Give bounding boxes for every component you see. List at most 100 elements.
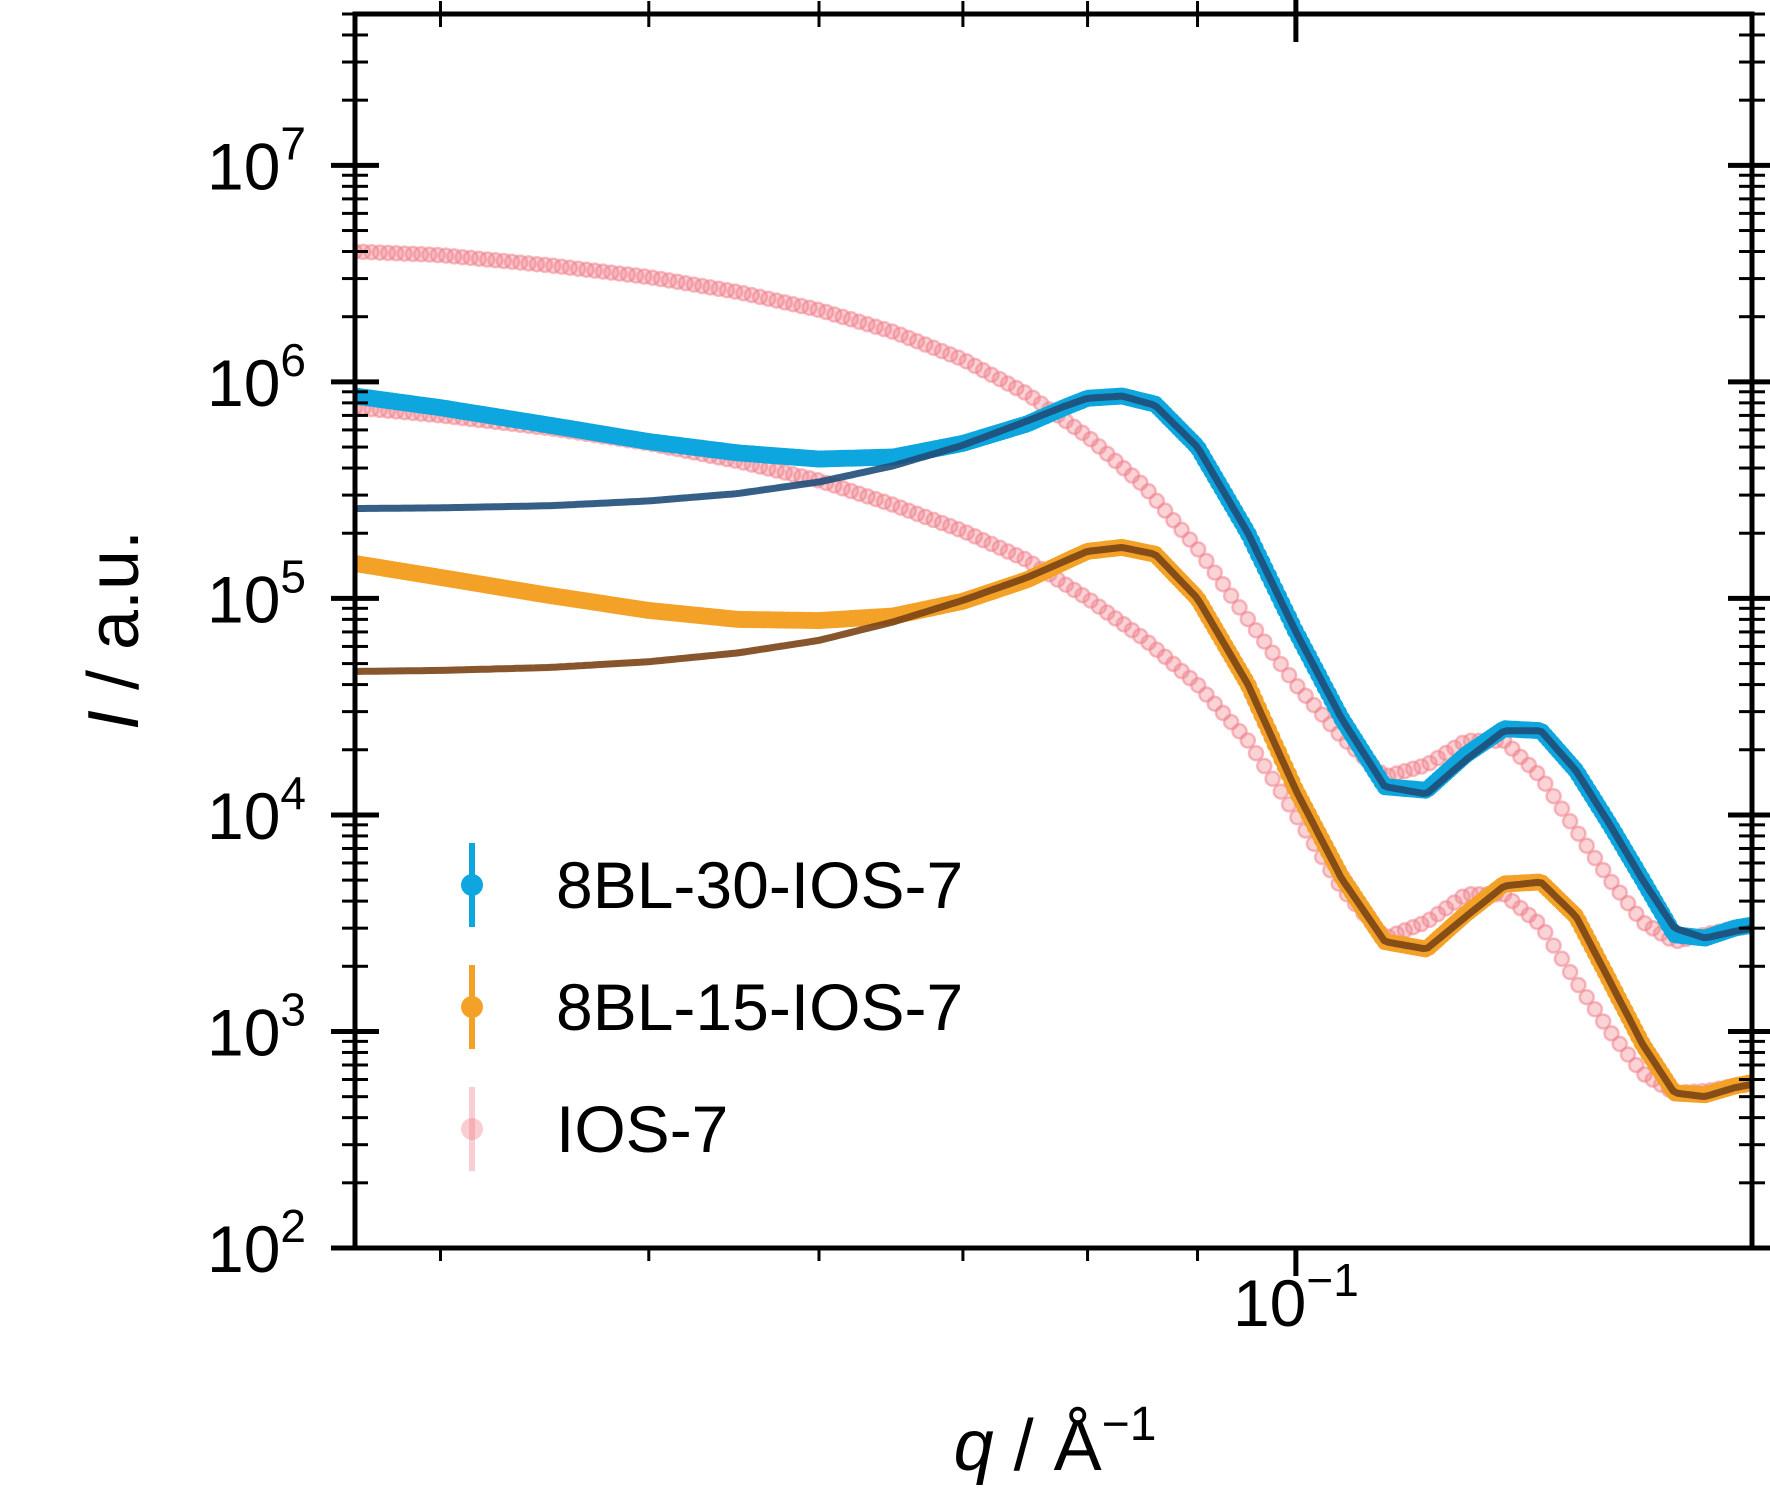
data-point <box>1256 757 1273 775</box>
data-point <box>1561 813 1579 830</box>
legend-label: 8BL-30-IOS-7 <box>556 848 963 922</box>
data-point <box>1636 1066 1653 1083</box>
fit-line <box>355 392 1752 942</box>
data-point <box>1074 586 1091 604</box>
y-axis-title-symbol: I <box>74 710 154 730</box>
data-point <box>892 326 909 343</box>
y-tick-label: 102 <box>207 1200 306 1286</box>
data-point <box>1611 884 1628 901</box>
data-point <box>974 362 992 379</box>
data-point <box>933 342 951 360</box>
legend-label: 8BL-15-IOS-7 <box>556 970 963 1044</box>
data-point <box>1008 379 1025 397</box>
y-axis-title-unit: / a.u. <box>74 530 154 710</box>
legend-label: IOS-7 <box>556 1092 728 1166</box>
data-point <box>1016 384 1033 401</box>
data-point <box>1008 547 1025 564</box>
data-point <box>950 349 967 366</box>
data-point <box>999 375 1017 392</box>
data-point <box>1280 667 1298 684</box>
data-point <box>966 528 984 545</box>
data-point <box>1570 976 1587 994</box>
data-point <box>1603 873 1620 891</box>
data-point <box>1214 575 1232 593</box>
data-point <box>1065 581 1083 599</box>
data-point <box>1586 849 1604 867</box>
data-point <box>1611 1035 1628 1053</box>
data-point <box>917 336 934 353</box>
legend-marker <box>461 1118 483 1140</box>
data-point <box>1528 913 1546 931</box>
data-point <box>950 520 967 538</box>
data-point <box>1537 775 1554 792</box>
data-point <box>1578 837 1595 855</box>
x-axis-title-exponent: −1 <box>1102 1398 1157 1451</box>
legend: 8BL-30-IOS-7 8BL-15-IOS-7 IOS-7 <box>461 843 963 1171</box>
data-point <box>908 332 926 350</box>
data-point <box>1264 644 1281 662</box>
data-point <box>925 339 942 357</box>
data-point <box>1206 564 1223 581</box>
data-point <box>966 357 984 375</box>
data-point <box>1553 800 1571 817</box>
data-point <box>1644 920 1662 937</box>
series-fit-5 <box>355 544 1752 1100</box>
x-axis-title-unit: / Å <box>994 1406 1102 1486</box>
data-point <box>991 539 1009 556</box>
data-point <box>983 535 1000 553</box>
data-point <box>1231 599 1248 616</box>
plot-frame <box>352 11 1755 1251</box>
y-tick-label: 105 <box>207 550 306 636</box>
data-point <box>1553 950 1571 968</box>
data-point <box>1545 937 1562 954</box>
y-axis-title: I / a.u. <box>74 530 154 730</box>
data-point <box>991 370 1009 388</box>
y-tick-label: 104 <box>207 767 306 853</box>
data-point <box>1272 655 1290 673</box>
legend-marker <box>461 996 483 1018</box>
data-point <box>1537 924 1554 941</box>
data-point <box>1413 758 1430 775</box>
data-point <box>1586 1001 1604 1018</box>
data-point <box>1222 587 1240 605</box>
data-point <box>1594 1013 1612 1030</box>
x-tick-label: 10−1 <box>1233 1254 1359 1340</box>
data-point <box>1603 1025 1620 1042</box>
series-fit-4 <box>355 392 1752 942</box>
data-point <box>1247 622 1265 639</box>
data-point <box>1429 749 1447 767</box>
x-axis-title-symbol: q <box>954 1406 994 1486</box>
data-point <box>1594 861 1612 879</box>
data-point <box>1239 610 1257 628</box>
data-point <box>1247 744 1265 762</box>
data-point <box>1016 550 1033 568</box>
data-point <box>1570 825 1587 842</box>
fit-line <box>355 544 1752 1100</box>
data-point <box>1545 787 1562 805</box>
axis-ticks: 102 103 104 105 106 107 10−1 <box>207 0 1770 1340</box>
data-point <box>1239 732 1257 749</box>
y-tick-label: 106 <box>207 334 306 420</box>
data-point <box>1561 963 1579 981</box>
legend-marker <box>461 874 483 896</box>
data-point <box>983 366 1000 383</box>
data-point <box>1528 764 1546 782</box>
data-point <box>1256 633 1273 650</box>
data-point <box>1619 894 1637 912</box>
data-point <box>1619 1046 1637 1063</box>
data-point <box>1437 744 1455 762</box>
data-point <box>958 524 975 541</box>
data-point <box>1636 914 1653 932</box>
data-point <box>1578 988 1595 1006</box>
data-point <box>958 353 975 370</box>
data-point <box>1198 552 1215 570</box>
data-point <box>1421 754 1438 772</box>
data-point <box>1189 541 1207 558</box>
x-axis-title: q / Å−1 <box>954 1398 1157 1486</box>
data-point <box>974 531 992 549</box>
data-point <box>1057 576 1075 593</box>
y-tick-label: 107 <box>207 117 306 203</box>
data-point <box>999 543 1017 560</box>
plot-area <box>355 243 1752 1104</box>
